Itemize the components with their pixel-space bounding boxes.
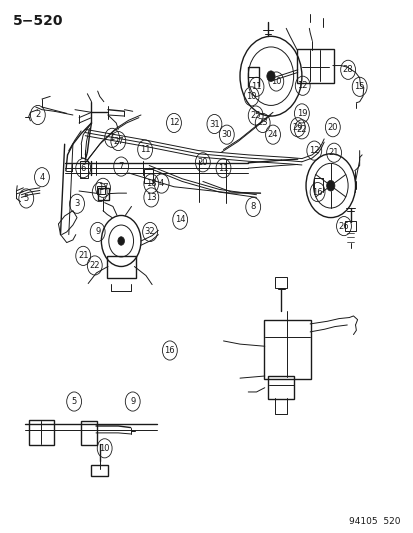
Text: 16: 16 [164,346,175,355]
Text: 9: 9 [95,228,100,237]
Text: 11: 11 [218,164,228,173]
Text: 16: 16 [311,188,322,197]
Text: 21: 21 [78,252,88,260]
Text: 11: 11 [140,145,150,154]
Text: 24: 24 [267,130,278,139]
Text: 5−520: 5−520 [13,14,64,28]
Text: 27: 27 [113,136,123,146]
Circle shape [118,237,124,245]
Text: 12: 12 [169,118,179,127]
Circle shape [266,71,274,82]
Text: 20: 20 [197,158,208,167]
Text: 12: 12 [308,146,319,155]
Text: 1: 1 [109,133,114,142]
Text: 31: 31 [209,119,219,128]
Text: 29: 29 [292,123,302,132]
Text: 12: 12 [297,81,307,90]
Text: 26: 26 [338,222,349,231]
Text: 9: 9 [130,397,135,406]
Text: 22: 22 [89,261,100,270]
Text: 14: 14 [175,215,185,224]
Text: 32: 32 [145,228,155,237]
Circle shape [326,180,334,191]
Text: 11: 11 [251,82,261,91]
Text: 10: 10 [99,444,110,453]
Text: 7: 7 [118,162,123,171]
Text: 19: 19 [296,109,306,118]
Text: 25: 25 [250,111,260,120]
Text: 1: 1 [97,188,102,197]
Text: 5: 5 [71,397,76,406]
Text: 28: 28 [342,66,353,74]
Text: 10: 10 [271,77,281,86]
Text: 94105  520: 94105 520 [349,517,400,526]
Text: 30: 30 [221,130,232,139]
Text: 15: 15 [354,82,364,91]
Text: 5: 5 [24,194,29,203]
Text: 23: 23 [257,118,267,127]
Text: 21: 21 [328,148,339,157]
Text: 4: 4 [159,179,164,188]
Text: 20: 20 [327,123,337,132]
Text: 3: 3 [74,199,80,208]
Text: 10: 10 [246,92,256,101]
Text: 18: 18 [146,179,156,188]
Text: 4: 4 [39,173,45,182]
Text: 8: 8 [250,203,255,212]
Text: 6: 6 [81,164,85,173]
Text: 17: 17 [97,183,108,192]
Text: 2: 2 [35,110,40,119]
Text: 22: 22 [296,125,306,134]
Text: 13: 13 [146,193,156,202]
